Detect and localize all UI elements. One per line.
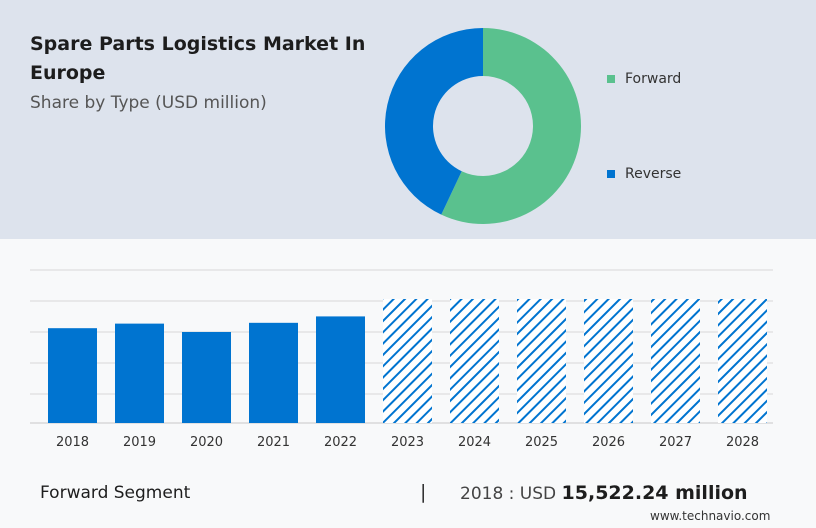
bar-2028 — [718, 299, 767, 423]
bar-2024 — [450, 299, 499, 423]
bar-2021 — [249, 322, 298, 423]
footer-separator: | — [420, 481, 427, 503]
legend-label-reverse: Reverse — [625, 166, 682, 182]
bar-chart: 2018 2019 2020 2021 2022 2023 2024 2025 2026 2027… — [30, 269, 773, 450]
bar-2025 — [517, 299, 566, 423]
bar-2019 — [115, 323, 164, 423]
donut-slice-forward — [441, 28, 581, 224]
legend-item-forward: Forward — [607, 71, 681, 87]
bar-2020 — [182, 331, 231, 423]
x-tick-label-2027: 2027 — [659, 435, 692, 450]
footer-value-prefix: 2018 : USD — [460, 484, 557, 504]
x-tick-label-2019: 2019 — [123, 435, 156, 450]
bar-2023 — [383, 299, 432, 423]
x-tick-label-2018: 2018 — [56, 435, 89, 450]
footer-segment-label: Forward Segment — [40, 483, 191, 503]
x-tick-label-2025: 2025 — [525, 435, 558, 450]
bar-2022 — [316, 316, 365, 423]
x-tick-label-2023: 2023 — [391, 435, 424, 450]
x-tick-label-2024: 2024 — [458, 435, 491, 450]
bar-2027 — [651, 299, 700, 423]
chart-subtitle: Share by Type (USD million) — [30, 93, 267, 113]
footer-value: 2018 : USD 15,522.24 million — [460, 482, 748, 504]
legend-swatch-reverse — [607, 170, 615, 178]
x-tick-label-2026: 2026 — [592, 435, 625, 450]
x-tick-label-2021: 2021 — [257, 435, 290, 450]
brand-url: www.technavio.com — [650, 509, 771, 523]
footer-value-amount: 15,522.24 million — [561, 482, 748, 504]
bar-2018 — [48, 328, 97, 423]
legend-label-forward: Forward — [625, 71, 682, 87]
x-tick-label-2020: 2020 — [190, 435, 223, 450]
legend-swatch-forward — [607, 75, 615, 83]
donut-slice-reverse — [385, 28, 483, 215]
bar-2026 — [584, 299, 633, 423]
legend-item-reverse: Reverse — [607, 166, 681, 182]
chart-title: Spare Parts Logistics Market In Europe — [30, 33, 366, 84]
x-tick-label-2022: 2022 — [324, 435, 357, 450]
x-tick-label-2028: 2028 — [726, 435, 759, 450]
donut-chart — [385, 28, 581, 224]
